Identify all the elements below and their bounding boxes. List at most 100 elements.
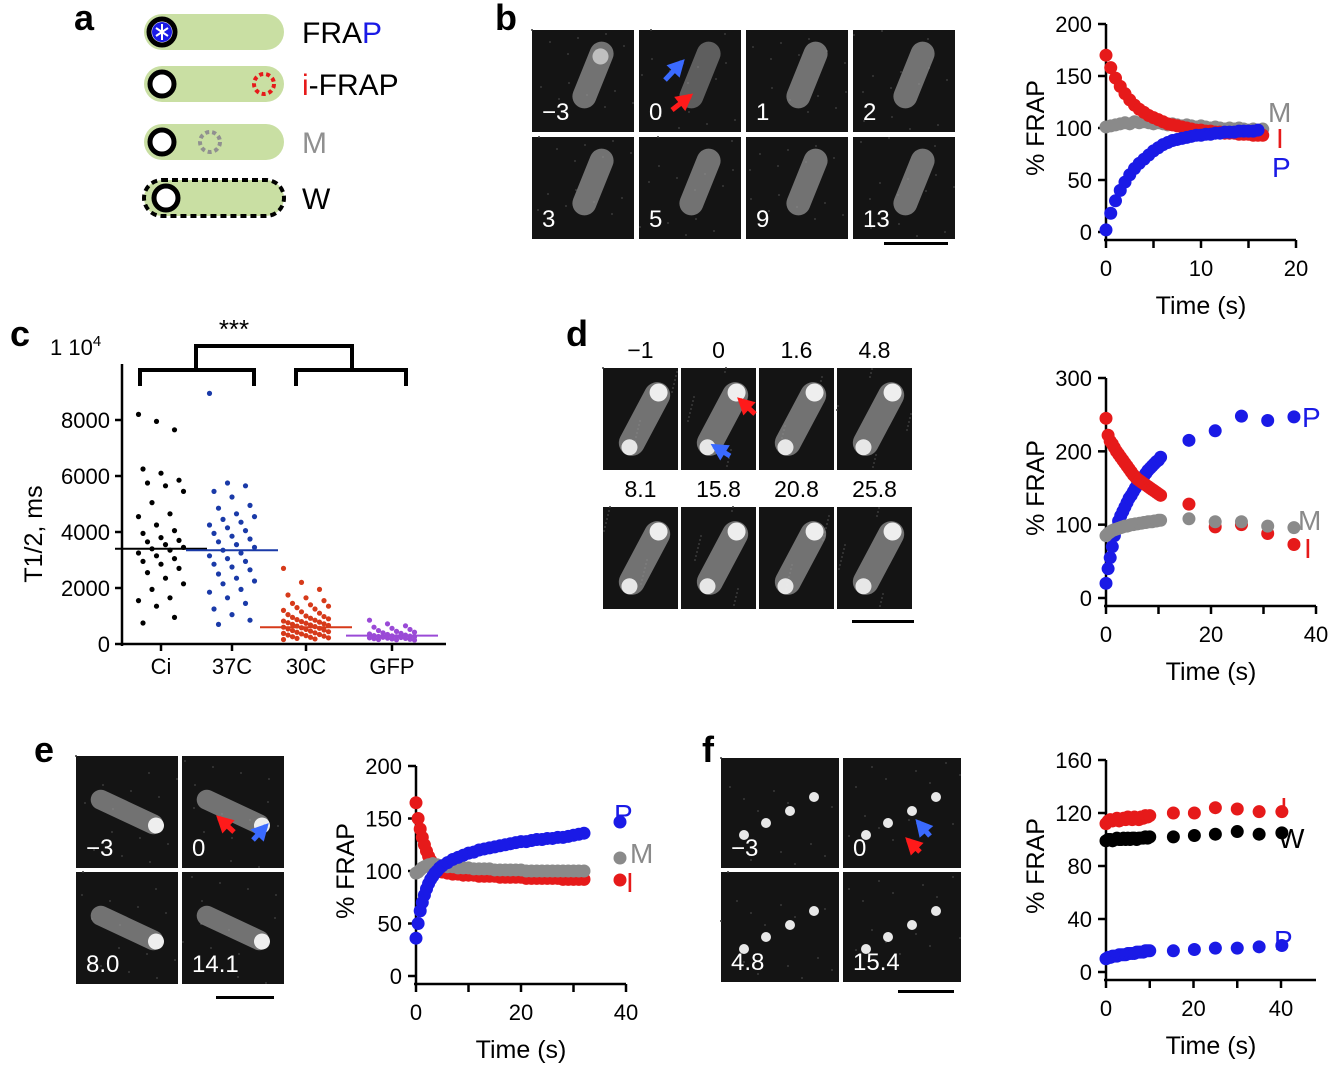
cell-image (861, 792, 941, 840)
data-point (298, 619, 305, 625)
data-point (307, 615, 314, 621)
series-label: I (1304, 533, 1312, 564)
image-frame (76, 871, 178, 984)
data-point (1154, 513, 1168, 527)
data-point (135, 598, 142, 604)
cell-schematic-middle (144, 124, 284, 160)
data-point (220, 516, 226, 523)
data-point (211, 530, 217, 537)
data-point (1252, 940, 1266, 954)
label-middle: M (302, 127, 327, 160)
data-point (321, 598, 327, 604)
data-point (409, 931, 423, 945)
y-tick-label: 300 (1055, 366, 1092, 391)
cell-image (739, 792, 819, 840)
x-tick-label: 0 (1100, 256, 1112, 281)
bleach-arrow-icon (710, 443, 732, 461)
cell-image (786, 41, 828, 109)
x-tick-label: 0 (1100, 622, 1112, 647)
data-point (1252, 805, 1266, 819)
data-point (162, 542, 169, 548)
cell-image (774, 521, 827, 595)
panel-c-label: c (10, 313, 30, 354)
frame-time-label: 15.8 (696, 476, 741, 502)
cell-schematic-ifrap (144, 66, 284, 102)
data-point (149, 546, 155, 552)
data-point (224, 595, 231, 601)
data-point (171, 556, 178, 562)
ifrap-pole-region (147, 69, 177, 99)
data-point (144, 480, 151, 486)
data-point (325, 635, 332, 641)
data-point (153, 603, 160, 609)
data-point (303, 633, 309, 639)
frame-time-label: 20.8 (774, 476, 819, 502)
data-point (171, 614, 178, 621)
cell-image (739, 906, 819, 954)
data-point (1143, 944, 1157, 958)
x-tick-label: GFP (369, 654, 414, 679)
image-frame (182, 756, 284, 868)
image-frame (746, 30, 848, 132)
data-point (251, 578, 258, 584)
bleach-arrow-icon (216, 815, 236, 834)
data-point (242, 558, 249, 565)
series-P (1099, 123, 1265, 237)
data-point (312, 630, 318, 636)
cell-image (679, 148, 721, 216)
image-frame (836, 368, 912, 470)
frame-time-label: 9 (756, 206, 769, 233)
cell-image (852, 521, 905, 595)
frame-time-label: 1 (756, 99, 769, 126)
cell-image (786, 148, 828, 216)
data-point (140, 620, 146, 626)
data-point (325, 603, 332, 609)
data-point (153, 418, 160, 424)
data-point (312, 617, 318, 623)
data-point (180, 488, 187, 494)
data-point (1187, 806, 1201, 820)
bleach-arrow-icon (905, 837, 924, 856)
data-point (280, 565, 287, 572)
y-axis-label: T1/2, ms (20, 485, 48, 582)
data-point (176, 477, 182, 483)
series-label: P (1302, 402, 1321, 433)
image-frame (837, 507, 912, 609)
data-point (1143, 809, 1157, 823)
cell-image (90, 789, 165, 835)
data-point (1166, 944, 1180, 958)
data-point (285, 626, 291, 632)
frame-time-label: −1 (627, 337, 653, 363)
image-frame (532, 136, 634, 239)
data-point (294, 635, 300, 642)
middle-pole-region (147, 127, 177, 157)
frame-time-label: 25.8 (852, 476, 897, 502)
label-ifrap: i-FRAP (302, 69, 399, 102)
bleach-arrow-icon (250, 823, 269, 842)
frame-time-label: 0 (192, 835, 205, 862)
x-tick-label: 20 (1284, 256, 1308, 281)
panel-a-schematic: FRAP i-FRAP M W (142, 14, 399, 218)
frame-time-label: −3 (86, 835, 113, 862)
data-point (307, 622, 314, 628)
bleach-arrow-icon (737, 397, 757, 416)
cell-image (196, 905, 271, 951)
data-point (393, 637, 400, 643)
data-point (321, 633, 327, 639)
data-point (1166, 806, 1180, 820)
data-point (411, 917, 425, 930)
data-point (298, 609, 305, 615)
bleach-arrow-icon (915, 818, 934, 838)
cell-schematic-whole (142, 178, 286, 218)
series-label: M (1268, 97, 1291, 128)
data-point (224, 556, 231, 562)
data-point (402, 635, 409, 642)
scale-bar (852, 620, 914, 623)
y-tick-label: 6000 (61, 464, 110, 489)
image-frame (75, 755, 178, 868)
data-point (171, 427, 178, 433)
data-point (162, 575, 169, 581)
data-point (1182, 433, 1196, 447)
panel-f-frames: −3 0 4.8 15.4 (720, 757, 961, 982)
data-point (1154, 450, 1168, 464)
